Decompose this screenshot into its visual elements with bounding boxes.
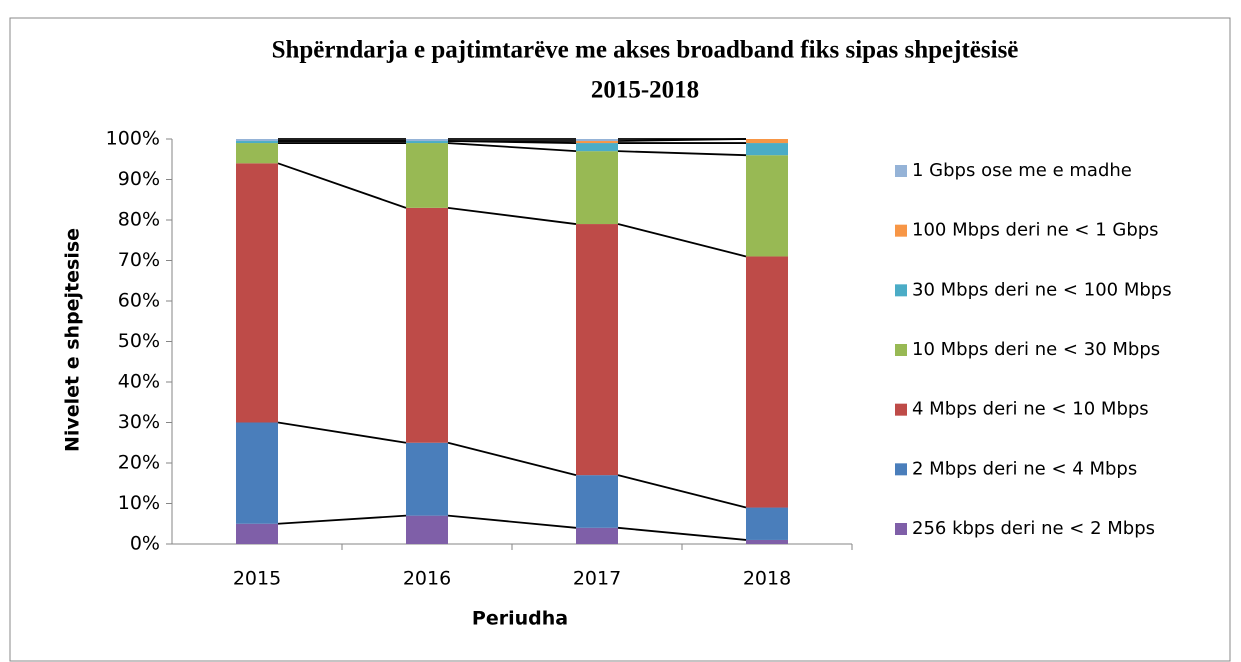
legend-label: 10 Mbps deri ne < 30 Mbps	[912, 339, 1160, 360]
bar-segment	[576, 527, 618, 544]
series-line	[447, 514, 577, 529]
legend-swatch	[895, 463, 907, 476]
y-tick-label: 100%	[106, 128, 160, 150]
y-tick-label: 80%	[118, 209, 160, 231]
bar-segment	[406, 207, 448, 443]
legend-swatch	[895, 344, 907, 356]
x-axis-label: Periudha	[472, 608, 568, 630]
legend-swatch	[895, 284, 907, 297]
legend-label: 100 Mbps deri ne < 1 Gbps	[912, 220, 1159, 241]
bar-segment	[746, 256, 788, 508]
legend-label: 4 Mbps deri ne < 10 Mbps	[912, 399, 1149, 420]
bar-segment	[746, 155, 788, 257]
y-tick-label: 40%	[118, 371, 160, 393]
series-line	[617, 150, 747, 157]
bar-segment	[746, 507, 788, 540]
bar-segment	[576, 151, 618, 225]
series-line	[447, 206, 577, 225]
legend-label: 256 kbps deri ne < 2 Mbps	[912, 518, 1155, 539]
y-tick-label: 60%	[118, 290, 160, 312]
bar-segment	[746, 539, 788, 544]
x-tick-label: 2015	[233, 568, 281, 590]
y-tick-label: 90%	[118, 168, 160, 190]
series-line	[277, 162, 407, 209]
chart-frame	[9, 17, 1231, 662]
series-line	[617, 474, 747, 509]
legend-swatch	[895, 523, 907, 535]
bar-segment	[406, 139, 448, 142]
bar-segment	[406, 515, 448, 544]
y-tick-label: 20%	[118, 452, 160, 474]
bar-segment	[746, 143, 788, 156]
x-tick-label: 2018	[743, 568, 791, 590]
y-tick-label: 0%	[130, 533, 160, 555]
bar-segment	[406, 442, 448, 516]
bar-segment	[236, 163, 278, 423]
series-line	[617, 223, 747, 258]
bar-segment	[406, 141, 448, 144]
legend-label: 1 Gbps ose me e madhe	[912, 160, 1132, 181]
bar-segment	[236, 139, 278, 142]
legend-swatch	[895, 224, 907, 237]
series-line	[617, 526, 747, 541]
chart-subtitle: 2015-2018	[591, 77, 699, 104]
legend-swatch	[895, 165, 907, 177]
legend-label: 30 Mbps deri ne < 100 Mbps	[912, 279, 1172, 300]
bar-segment	[576, 143, 618, 152]
y-tick-label: 10%	[118, 492, 160, 514]
series-line	[277, 514, 407, 525]
series-line	[277, 421, 407, 444]
series-line	[447, 441, 577, 477]
bar-segment	[746, 139, 788, 144]
y-tick-label: 50%	[118, 330, 160, 352]
bar-segment	[236, 143, 278, 164]
y-tick-label: 30%	[118, 411, 160, 433]
legend-label: 2 Mbps deri ne < 4 Mbps	[912, 458, 1137, 479]
x-tick-label: 2017	[573, 568, 621, 590]
y-axis-label: Nivelet e shpejtesise	[62, 228, 84, 452]
legend-swatch	[895, 403, 907, 416]
series-line	[447, 142, 577, 153]
bar-segment	[236, 523, 278, 544]
bar-segment	[406, 143, 448, 208]
x-tick-label: 2016	[403, 568, 451, 590]
bar-segment	[576, 141, 618, 144]
bar-segment	[576, 139, 618, 142]
bar-segment	[236, 141, 278, 144]
bar-segment	[236, 422, 278, 524]
bar-segment	[576, 224, 618, 476]
bar-segment	[576, 475, 618, 528]
y-tick-label: 70%	[118, 249, 160, 271]
chart-title: Shpërndarja e pajtimtarëve me akses broa…	[272, 37, 1019, 64]
